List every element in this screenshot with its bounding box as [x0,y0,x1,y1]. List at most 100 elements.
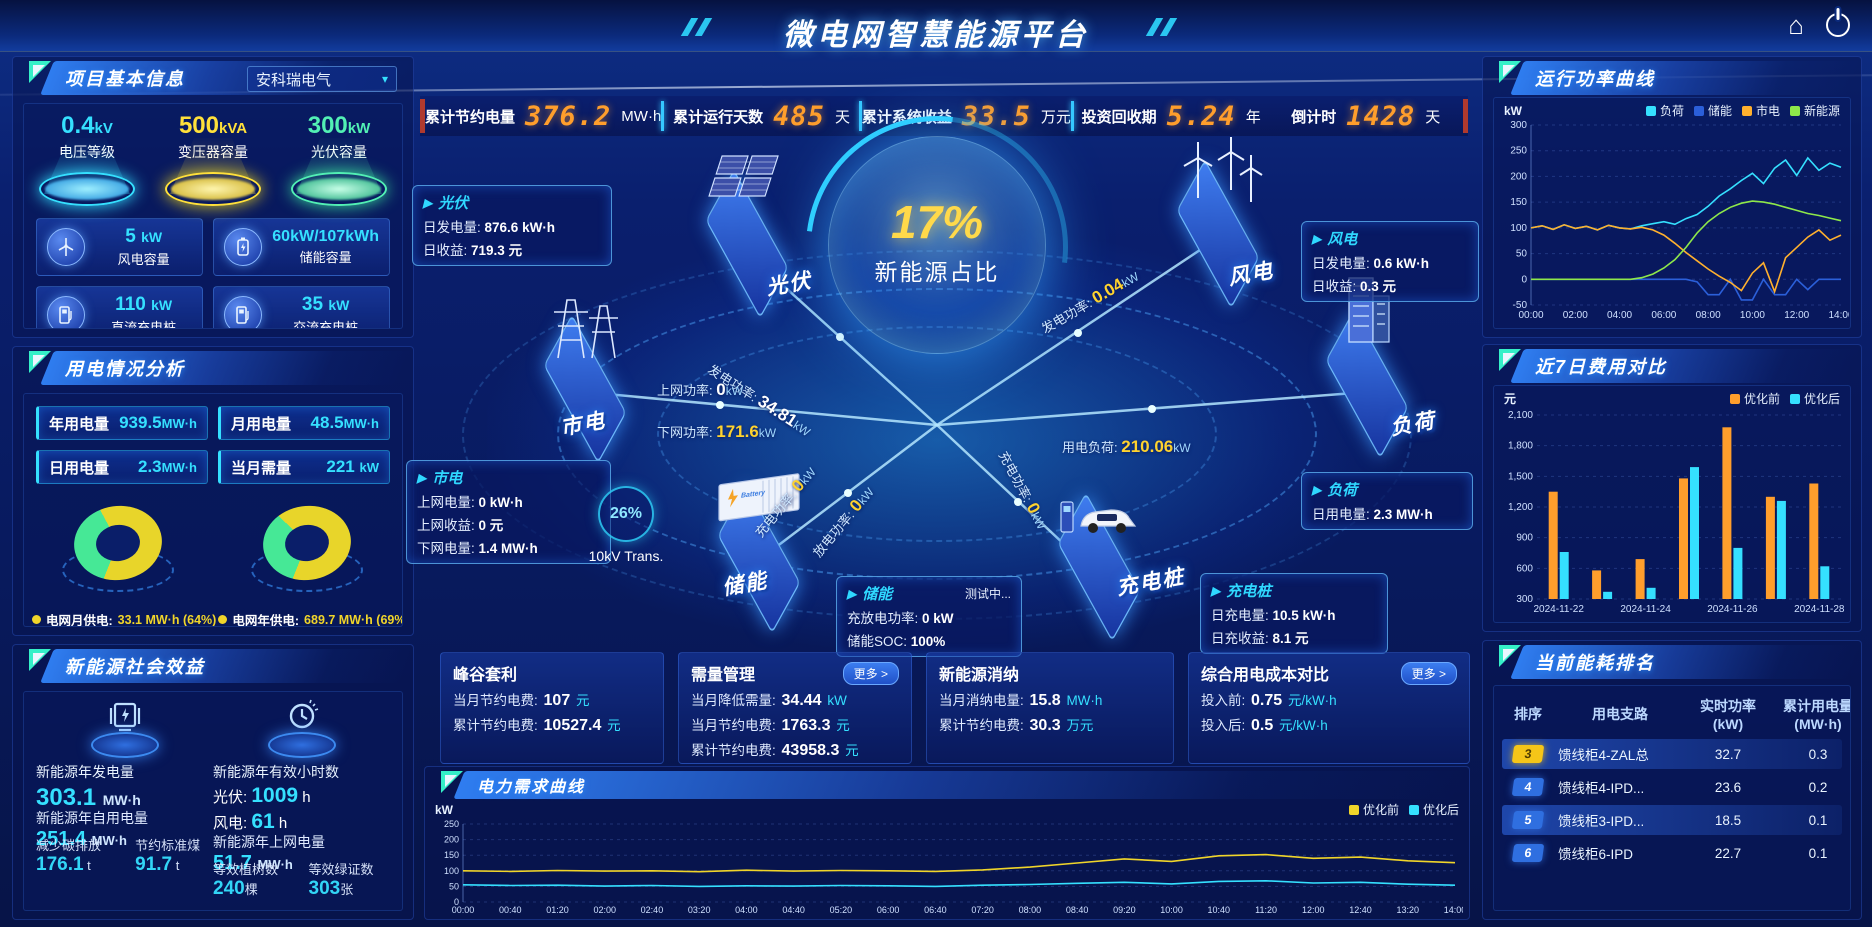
panel-corner-icon [29,649,51,671]
page-title: 微电网智慧能源平台 [783,19,1089,52]
svg-text:150: 150 [1510,197,1527,208]
flow-load-power: 用电负荷: 210.06kW [1062,437,1191,456]
renewable-benefit-panel: 新能源社会效益 新能源年发电量 303.1 MW·h 新能源年自用电量 251.… [12,644,414,920]
svg-text:2024-11-26: 2024-11-26 [1707,604,1758,615]
renewable-share-label: 新能源占比 [874,259,1000,285]
flow-wind-generation: 发电功率: 0.04kW [1038,269,1142,337]
svg-text:600: 600 [1516,563,1533,574]
stat-coal-saved: 节约标准煤 91.7 t [135,838,201,875]
legend-item-市电[interactable]: 市电 [1741,102,1780,119]
kpi-endcap [420,99,425,133]
arrow-icon: ▶ [1312,231,1322,246]
transformer-label: 10kV Trans. [588,548,664,564]
stat-day-usage: 日用电量 2.3MW·h [36,450,208,484]
table-row[interactable]: 4 馈线柜4-IPD... 23.6 0.2 [1502,772,1842,802]
stat-month-usage: 月用电量 48.5MW·h [218,406,390,440]
svg-text:04:00: 04:00 [735,905,758,915]
legend-item-优化后[interactable]: 优化后 [1408,801,1459,818]
svg-text:150: 150 [444,850,459,860]
ev-charger-icon [1051,488,1147,545]
wind-turbine-icon [47,228,85,266]
stat-label: 新能源年有效小时数 [213,764,339,780]
arrow-icon: ▶ [417,470,427,485]
svg-text:04:00: 04:00 [1607,310,1632,321]
svg-text:10:40: 10:40 [1208,905,1231,915]
legend-item-优化后[interactable]: 优化后 [1789,390,1840,407]
rank-badge: 3 [1511,745,1545,763]
more-button[interactable]: 更多 > [1400,661,1457,685]
svg-text:1,800: 1,800 [1508,441,1533,452]
svg-text:100: 100 [1510,223,1527,234]
load-info-box: ▶ 负荷 日用电量: 2.3 MW·h [1301,472,1473,530]
home-icon[interactable]: ⌂ [1788,10,1804,40]
storage-info-box: ▶ 储能 测试中... 充放电功率: 0 kW 储能SOC: 100% [836,576,1022,657]
table-row[interactable]: 6 馈线柜6-IPD 22.7 0.1 [1502,838,1842,868]
year-supply-donut [243,500,373,610]
renewable-consumption-panel: 新能源消纳 当月消纳电量: 15.8 MW·h 累计节约电费: 30.3 万元 [926,652,1174,764]
demand-curve-chart[interactable]: 250 200 150 100 50 000:00 00:40 01:20 02:00 02:40… [433,818,1466,916]
battery-icon [224,228,263,266]
power-icon[interactable] [1826,13,1850,37]
stat-pv-capacity: 300kW 光伏容量 [279,112,399,206]
power-curve-panel: 运行功率曲线 kW 负荷 储能 市电 新能源 300 250 200 150 100 50 0 -5… [1482,56,1862,338]
svg-text:11:20: 11:20 [1255,905,1277,915]
svg-text:09:20: 09:20 [1113,905,1136,915]
legend-item-优化前[interactable]: 优化前 [1348,801,1399,818]
svg-text:900: 900 [1516,533,1533,544]
month-supply-donut [54,500,184,610]
legend-item-负荷[interactable]: 负荷 [1645,102,1684,119]
flow-grid-import: 下网功率: 171.6kW [657,422,777,441]
battery-container-icon: Battery [711,472,807,535]
title-decoration-left [680,18,713,36]
legend-item-新能源[interactable]: 新能源 [1789,102,1840,119]
svg-text:50: 50 [1516,249,1528,260]
stat-green-certs: 等效绿证数 303张 [308,862,374,899]
transmission-tower-icon [540,278,630,369]
chart-legend: 负荷 储能 市电 新能源 [1645,102,1840,119]
svg-text:Battery: Battery [741,489,766,500]
panel-title: 运行功率曲线 [1535,69,1655,89]
company-dropdown[interactable]: 安科瑞电气 ▾ [247,66,397,92]
more-button[interactable]: 更多 > [842,661,899,685]
svg-text:200: 200 [1510,171,1527,182]
clock-icon [262,698,342,758]
kpi-revenue: 累计系统收益 33.5 万元 [861,100,1071,132]
status-badge: 测试中... [964,587,1011,601]
stat-wind-capacity: 5 kW 风电容量 [36,218,204,276]
panel-corner-icon [1499,61,1521,83]
svg-text:08:40: 08:40 [1066,905,1089,915]
rank-badge: 5 [1511,811,1545,829]
svg-text:08:00: 08:00 [1019,905,1042,915]
legend-item-优化前[interactable]: 优化前 [1729,390,1780,407]
svg-text:00:40: 00:40 [499,905,522,915]
cost-compare-panel: 近7日费用对比 元 优化前 优化后 2,100 1,800 1,500 1,200 900… [1482,344,1862,632]
chart-legend: 优化前 优化后 [1348,801,1459,818]
transformer-load-ratio: 26% [598,486,654,542]
demand-management-panel: 需量管理 更多 > 当月降低需量: 34.44 kW 当月节约电费: 1763.3… [678,652,912,764]
kpi-payback: 投资回收期 5.24 年 [1081,100,1261,132]
arrow-icon: ▶ [1312,482,1322,497]
svg-text:300: 300 [1516,594,1533,605]
svg-text:10:00: 10:00 [1740,310,1765,321]
panel-title: 新能源社会效益 [65,657,205,677]
svg-text:250: 250 [1510,146,1527,157]
table-row[interactable]: 3 馈线柜4-ZAL总 32.7 0.3 [1502,739,1842,769]
panel-title: 电力需求曲线 [477,779,586,796]
stat-self-use: 251.4 MW·h [36,828,127,850]
stat-ac-charger: 35 kW 交流充电桩 [213,286,390,328]
svg-text:12:00: 12:00 [1784,310,1809,321]
stat-transformer-capacity: 500kVA 变压器容量 [153,112,273,206]
y-axis-label: kW [435,802,453,817]
kpi-separator [661,101,665,131]
panel-corner-icon [1499,645,1521,667]
svg-text:0: 0 [454,897,459,907]
svg-text:12:00: 12:00 [1302,905,1325,915]
stat-pv-hours: 光伏: 1009 h [213,784,311,807]
rank-badge: 4 [1511,778,1545,796]
svg-text:2024-11-28: 2024-11-28 [1794,604,1845,615]
renewable-share-core: 17% 新能源占比 [828,136,1046,354]
table-row[interactable]: 5 馈线柜3-IPD... 18.5 0.1 [1502,805,1842,835]
legend-item-储能[interactable]: 储能 [1693,102,1732,119]
